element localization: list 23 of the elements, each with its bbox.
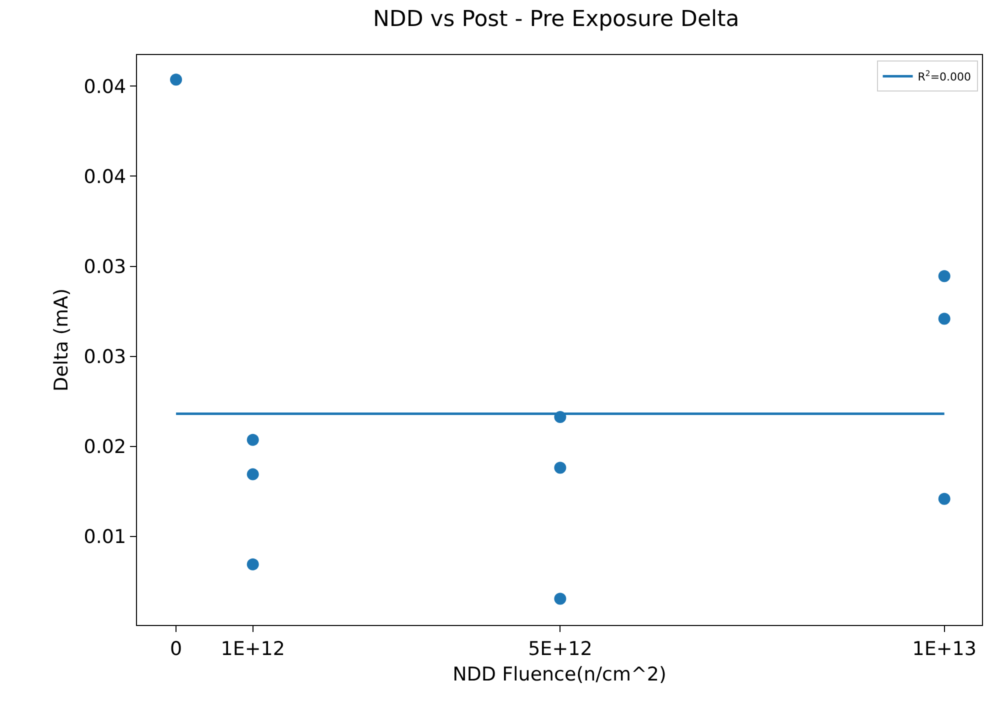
x-axis-title: NDD Fluence(n/cm^2) (452, 664, 666, 686)
x-tick-label: 5E+12 (528, 638, 592, 660)
y-axis-title: Delta (mA) (50, 288, 73, 392)
point (938, 270, 950, 282)
y-tick-label: 0.03 (84, 256, 126, 278)
y-tick-label: 0.04 (84, 166, 126, 188)
point (246, 558, 259, 570)
y-tick-label: 0.01 (84, 526, 126, 548)
y-tick-label: 0.03 (84, 346, 126, 368)
point (938, 312, 950, 325)
point (554, 462, 566, 474)
y-tick-label: 0.02 (84, 436, 126, 458)
y-tick-label: 0.04 (84, 76, 126, 98)
x-tick-label: 0 (170, 638, 182, 660)
legend-label: R$^{2}$=0.000 (918, 68, 972, 84)
point (170, 74, 182, 86)
x-tick-label: 1E+13 (912, 638, 976, 660)
point (554, 592, 566, 605)
point (938, 492, 950, 505)
point (246, 434, 259, 446)
chart-title: NDD vs Post - Pre Exposure Delta (372, 7, 740, 32)
point (246, 468, 259, 480)
x-tick-label: 1E+12 (220, 638, 285, 660)
